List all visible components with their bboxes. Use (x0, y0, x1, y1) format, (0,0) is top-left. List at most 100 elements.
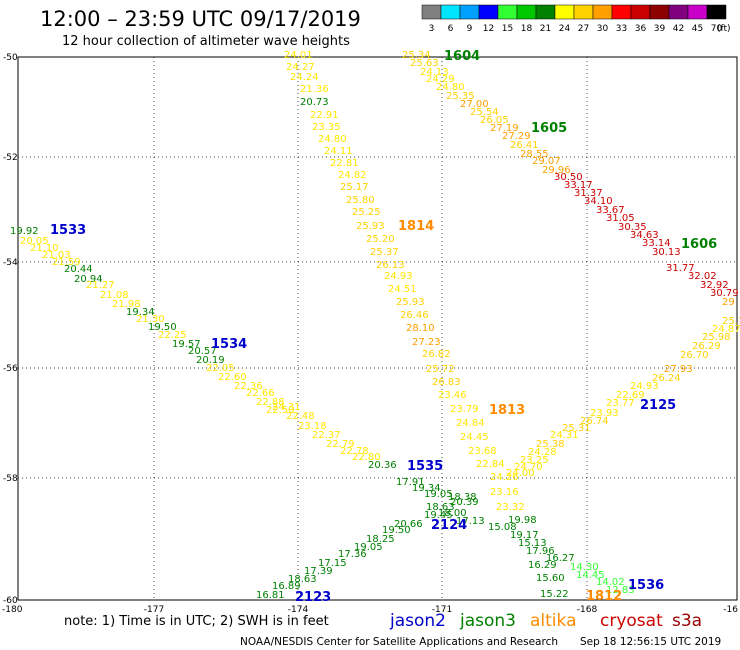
colorbar-swatch (421, 4, 442, 20)
wave-height-value: 19.34 (126, 307, 155, 318)
wave-height-value: 22.84 (476, 459, 505, 470)
wave-height-value: 12.83 (606, 585, 635, 596)
wave-height-value: 25.93 (396, 297, 425, 308)
wave-height-value: 25.37 (370, 247, 399, 258)
wave-height-value: 22.69 (616, 390, 645, 401)
pass-number-label: 2124 (431, 518, 467, 533)
colorbar-tick-label: 24 (559, 24, 571, 34)
page-subtitle: 12 hour collection of altimeter wave hei… (62, 34, 350, 49)
colorbar-swatch (668, 4, 689, 20)
wave-height-value: 23.68 (468, 446, 497, 457)
wave-height-value: 24.93 (630, 381, 659, 392)
pass-number-label: 1605 (531, 121, 567, 136)
wave-height-value: 22.80 (352, 452, 381, 463)
wave-height-value: 17.91 (396, 477, 425, 488)
wave-height-value: 30.13 (652, 247, 681, 258)
colorbar-swatch (497, 4, 518, 20)
wave-height-value: 20.44 (64, 264, 93, 275)
pass-number-label: 1604 (444, 49, 480, 64)
wave-height-value: 23.16 (490, 487, 519, 498)
longitude-tick-label: -180 (2, 605, 23, 615)
colorbar-swatch (573, 4, 594, 20)
wave-height-value: 25.72 (426, 364, 455, 375)
wave-height-value: 18.63 (426, 502, 455, 513)
wave-height-value: 30.79 (710, 288, 739, 299)
wave-height-value: 24.01 (284, 50, 313, 61)
wave-height-value: 26.24 (652, 373, 681, 384)
timestamp: Sep 18 12:56:15 UTC 2019 (580, 636, 721, 648)
longitude-tick-label: -16 (723, 605, 738, 615)
wave-height-value: 20.05 (20, 236, 49, 247)
wave-height-value: 26.05 (480, 115, 509, 126)
wave-height-value: 25.98 (702, 332, 731, 343)
wave-height-value: 31.37 (574, 188, 603, 199)
wave-height-value: 18.63 (288, 574, 317, 585)
wave-height-value: 21.59 (52, 257, 81, 268)
wave-height-value: 25.38 (536, 439, 565, 450)
wave-height-value: 19.17 (510, 530, 539, 541)
wave-height-value: 24.28 (528, 447, 557, 458)
wave-height-value: 32.92 (700, 280, 729, 291)
wave-height-value: 19.50 (382, 525, 411, 536)
colorbar-legend: 3 6 9 12 15 18 21 24 27 30 33 36 39 42 45 70(ft) (421, 4, 731, 34)
colorbar-swatch (554, 4, 575, 20)
wave-height-value: 24.24 (290, 72, 319, 83)
wave-height-value: 26.83 (432, 377, 461, 388)
colorbar-swatch (687, 4, 708, 20)
wave-height-value: 20.94 (74, 274, 103, 285)
wave-height-value: 29.96 (542, 165, 571, 176)
wave-height-value: 25.35 (446, 91, 475, 102)
footer-note: note: 1) Time is in UTC; 2) SWH is in fe… (64, 614, 329, 629)
pass-number-label: 1606 (681, 237, 717, 252)
wave-height-value: 28.55 (520, 149, 549, 160)
wave-height-value: 33.17 (564, 180, 593, 191)
colorbar-swatch (535, 4, 556, 20)
wave-height-value: 22.36 (234, 381, 263, 392)
latitude-tick-label: -52 (3, 153, 18, 163)
wave-height-value: 21.03 (42, 250, 71, 261)
wave-height-value: 24.70 (514, 462, 543, 473)
wave-height-value: 15.13 (518, 538, 547, 549)
colorbar-unit: (ft) (717, 24, 731, 34)
wave-height-value: 29 (722, 297, 735, 308)
wave-height-value: 31.77 (666, 263, 695, 274)
longitude-tick-label: -168 (577, 605, 598, 615)
wave-height-value: 19.57 (172, 339, 201, 350)
wave-height-value: 16.27 (546, 553, 575, 564)
wave-height-value: 24.00 (506, 468, 535, 479)
wave-height-value: 24.82 (338, 170, 367, 181)
latitude-tick-label: -60 (3, 596, 18, 606)
wave-height-value: 24.45 (460, 432, 489, 443)
legend-entry-jason3: jason3 (459, 611, 516, 631)
pass-number-label: 1535 (407, 459, 443, 474)
longitude-tick-label: -177 (144, 605, 164, 615)
wave-height-value: 18.00 (438, 508, 467, 519)
wave-height-value: 24.11 (324, 146, 353, 157)
colorbar-swatch (440, 4, 461, 20)
wave-height-value: 26.82 (422, 349, 451, 360)
longitude-tick-label: -174 (288, 605, 309, 615)
wave-height-value: 20.66 (394, 519, 423, 530)
wave-height-value: 22.48 (286, 411, 315, 422)
wave-height-value: 26.46 (400, 310, 429, 321)
wave-height-value: 22.05 (206, 363, 235, 374)
wave-height-value: 24.80 (436, 82, 465, 93)
colorbar-tick-label: 30 (597, 24, 609, 34)
wave-height-value: 16.29 (528, 560, 557, 571)
colorbar-tick-label: 39 (654, 24, 666, 34)
wave-height-value: 16.81 (256, 590, 285, 601)
pass-number-label: 1813 (489, 403, 525, 418)
page-title: 12:00 – 23:59 UTC 09/17/2019 (40, 7, 361, 31)
pass-number-label: 1812 (586, 589, 622, 604)
axis-tick-labels: -180 -177 -174 -171 -168 -16 -50 -52 -54 -56 -58 -6… (2, 53, 738, 615)
latitude-tick-label: -58 (3, 474, 18, 484)
colorbar-tick-label: 42 (673, 24, 684, 34)
wave-height-value: 24.13 (420, 67, 449, 78)
wave-height-value: 16.89 (272, 581, 301, 592)
wave-height-value: 28.10 (406, 323, 435, 334)
wave-height-value: 17.36 (338, 549, 367, 560)
wave-height-value: 17.15 (318, 558, 347, 569)
wave-height-value: 21.98 (112, 299, 141, 310)
wave-height-value: 26.13 (376, 260, 405, 271)
wave-height-readings: 19.9220.0521.1021.0321.5920.4420.9421.27… (10, 50, 740, 601)
